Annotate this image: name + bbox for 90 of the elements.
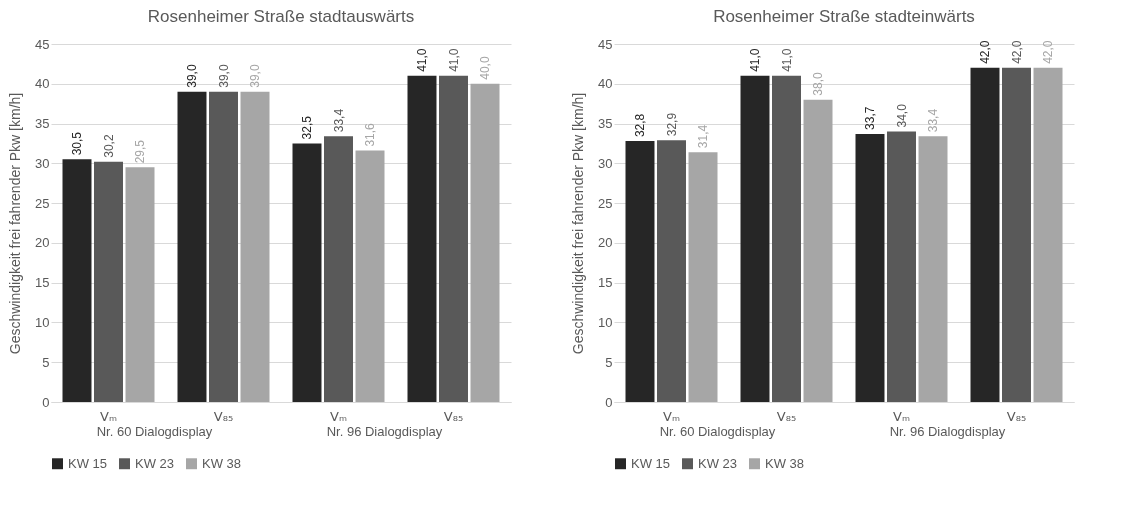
data-label: 41,0 [779,48,794,72]
y-tick-label: 30 [598,155,613,171]
data-label: 31,4 [696,124,711,149]
bar [970,67,1000,402]
data-label: 39,0 [248,64,263,88]
bar [355,150,385,402]
data-label: 30,5 [69,131,84,156]
bar [1033,67,1063,402]
data-label: 42,0 [1009,40,1024,64]
text: Nr. 60 Dialogdisplay [659,424,776,439]
data-label: 39,0 [184,64,199,88]
data-label: 32,9 [664,112,679,137]
y-tick-label: 45 [598,36,613,52]
x-tick-label: V₈₅ [776,408,797,424]
bar [125,167,155,402]
legend-label: KW 23 [698,455,738,471]
y-tick-label: 10 [598,314,613,330]
data-label: 30,2 [101,134,116,158]
bar [772,75,801,402]
bar [439,75,468,402]
y-tick-label: 5 [605,354,613,370]
y-tick-label: 15 [598,275,613,291]
legend-label: KW 38 [202,455,242,471]
data-label: 32,8 [632,113,647,138]
y-tick-label: 25 [598,195,613,211]
bar [688,152,718,402]
text: Nr. 96 Dialogdisplay [326,424,443,439]
x-tick-label: V₈₅ [443,408,464,424]
x-tick-label: Vₘ [330,408,347,424]
data-label: 41,0 [747,48,762,72]
x-tick-label: Vₘ [663,408,680,424]
bar [918,136,948,402]
y-tick-label: 40 [35,76,50,92]
x-tick-label: V₈₅ [213,408,234,424]
y-tick-label: 0 [42,394,50,410]
data-label: 29,5 [133,139,148,164]
chart-title: Rosenheimer Straße stadteinwärts [713,7,975,26]
y-tick-label: 40 [598,76,613,92]
data-label: 31,6 [363,122,378,147]
y-tick-label: 15 [35,275,50,291]
data-label: 42,0 [1041,40,1056,64]
bar [177,91,207,402]
text: Nr. 60 Dialogdisplay [96,424,213,439]
bar [62,159,92,402]
bar [1002,67,1031,402]
data-label: 33,4 [331,108,346,133]
chart-title: Rosenheimer Straße stadtauswärts [147,7,415,26]
y-tick-label: 30 [35,155,50,171]
y-axis-title: Geschwindigkeit frei fahrender Pkw [km/h] [7,92,24,355]
bar [887,131,916,402]
y-tick-label: 20 [35,235,50,251]
bar [657,140,686,402]
y-tick-label: 0 [605,394,613,410]
text: Nr. 96 Dialogdisplay [889,424,1006,439]
data-label: 39,0 [216,64,231,88]
y-tick-label: 45 [35,36,50,52]
y-axis-title: Geschwindigkeit frei fahrender Pkw [km/h] [570,92,587,355]
data-label: 40,0 [478,56,493,80]
x-tick-label: V₈₅ [1006,408,1027,424]
legend-label: KW 15 [631,455,671,471]
data-label: 34,0 [894,103,909,128]
bar [209,91,238,402]
legend-label: KW 38 [765,455,805,471]
data-label: 41,0 [414,48,429,72]
data-label: 32,5 [299,115,314,140]
bar [740,75,770,402]
y-tick-label: 25 [35,195,50,211]
y-tick-label: 5 [42,354,50,370]
bar [855,133,885,402]
y-tick-label: 20 [598,235,613,251]
legend-label: KW 23 [135,455,175,471]
bar [292,143,322,402]
bar [803,99,833,402]
bar [240,91,270,402]
bar [407,75,437,402]
data-label: 42,0 [977,40,992,64]
legend-label: KW 15 [68,455,108,471]
data-label: 41,0 [446,48,461,72]
y-tick-label: 10 [35,314,50,330]
y-tick-label: 35 [35,116,50,132]
data-label: 33,4 [926,108,941,133]
bar [94,161,123,402]
bar [324,136,353,402]
data-label: 33,7 [862,106,877,130]
x-tick-label: Vₘ [100,408,117,424]
data-label: 38,0 [811,72,826,96]
x-tick-label: Vₘ [893,408,910,424]
bar [470,83,500,402]
y-tick-label: 35 [598,116,613,132]
bar [625,141,655,402]
